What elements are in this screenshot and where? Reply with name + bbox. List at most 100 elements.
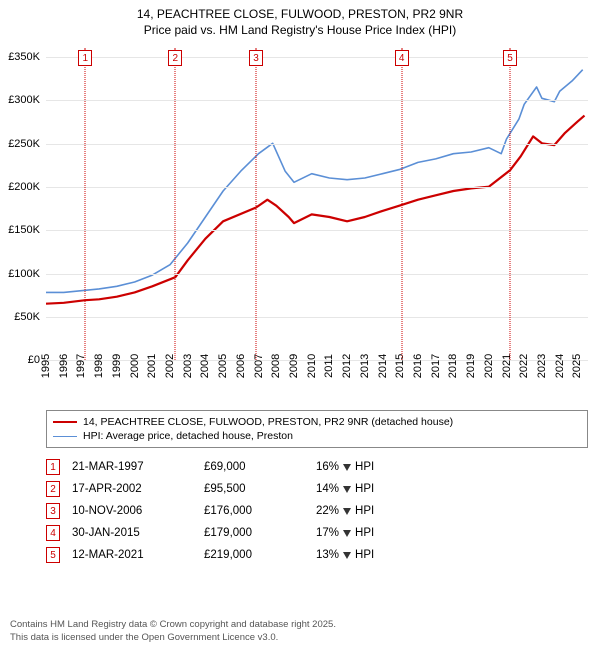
- series-hpi: [46, 70, 583, 293]
- marker-badge: 1: [78, 50, 92, 66]
- chart-area: £0£50K£100K£150K£200K£250K£300K£350K1995…: [4, 40, 592, 408]
- table-diff: 22% HPI: [316, 505, 374, 517]
- y-tick-label: £100K: [8, 268, 40, 280]
- y-tick-label: £200K: [8, 181, 40, 193]
- x-tick-label: 2012: [341, 354, 353, 378]
- y-tick-label: £150K: [8, 224, 40, 236]
- marker-badge: 4: [395, 50, 409, 66]
- x-tick-label: 2019: [465, 354, 477, 378]
- table-marker-badge: 2: [46, 481, 60, 497]
- marker-badge: 2: [168, 50, 182, 66]
- marker-line: [510, 48, 511, 360]
- x-tick-label: 2000: [129, 354, 141, 378]
- transaction-table: 121-MAR-1997£69,00016%HPI217-APR-2002£95…: [46, 456, 588, 566]
- table-row: 2 17-APR-2002 £95,500 14% HPI: [46, 478, 588, 500]
- table-row: 121-MAR-1997£69,00016%HPI: [46, 456, 588, 478]
- table-diff-vs: HPI: [355, 549, 374, 561]
- table-diff: 13% HPI: [316, 549, 374, 561]
- table-diff: 14% HPI: [316, 483, 374, 495]
- table-price: £95,500: [204, 483, 304, 495]
- x-tick-label: 1998: [93, 354, 105, 378]
- grid-line-y: [46, 230, 588, 231]
- y-tick-label: £300K: [8, 94, 40, 106]
- table-marker-badge: 5: [46, 547, 60, 563]
- marker-line: [175, 48, 176, 360]
- table-row: 3 10-NOV-2006 £176,000 22% HPI: [46, 500, 588, 522]
- table-diff: 17% HPI: [316, 527, 374, 539]
- table-date: 10-NOV-2006: [72, 505, 192, 517]
- legend-label: HPI: Average price, detached house, Pres…: [83, 430, 293, 442]
- table-diff-pct: 13%: [316, 549, 339, 561]
- arrow-down-icon: [343, 486, 351, 493]
- table-price: £179,000: [204, 527, 304, 539]
- title-line-2: Price paid vs. HM Land Registry's House …: [10, 22, 590, 38]
- legend-label: 14, PEACHTREE CLOSE, FULWOOD, PRESTON, P…: [83, 416, 453, 428]
- marker-badge: 5: [503, 50, 517, 66]
- x-tick-label: 2024: [554, 354, 566, 378]
- x-tick-label: 2023: [536, 354, 548, 378]
- x-tick-label: 2025: [571, 354, 583, 378]
- footer-attribution: Contains HM Land Registry data © Crown c…: [10, 619, 590, 644]
- x-tick-label: 1995: [40, 354, 52, 378]
- table-diff-vs: HPI: [355, 527, 374, 539]
- x-tick-label: 2009: [288, 354, 300, 378]
- arrow-down-icon: [343, 508, 351, 515]
- grid-line-y: [46, 317, 588, 318]
- x-tick-label: 2020: [483, 354, 495, 378]
- line-series-layer: [46, 48, 588, 360]
- table-price: £69,000: [204, 461, 304, 473]
- arrow-down-icon: [343, 530, 351, 537]
- x-tick-label: 2003: [182, 354, 194, 378]
- table-price: £219,000: [204, 549, 304, 561]
- footer-line-2: This data is licensed under the Open Gov…: [10, 632, 590, 644]
- x-tick-label: 1996: [58, 354, 70, 378]
- x-tick-label: 2001: [146, 354, 158, 378]
- table-diff-pct: 22%: [316, 505, 339, 517]
- x-tick-label: 2007: [253, 354, 265, 378]
- x-tick-label: 2010: [306, 354, 318, 378]
- y-tick-label: £50K: [14, 311, 40, 323]
- table-date: 17-APR-2002: [72, 483, 192, 495]
- grid-line-y: [46, 274, 588, 275]
- x-tick-label: 2008: [270, 354, 282, 378]
- table-row: 430-JAN-2015£179,00017%HPI: [46, 522, 588, 544]
- x-tick-label: 2004: [199, 354, 211, 378]
- grid-line-y: [46, 100, 588, 101]
- x-tick-label: 2005: [217, 354, 229, 378]
- table-diff-pct: 17%: [316, 527, 339, 539]
- legend: 14, PEACHTREE CLOSE, FULWOOD, PRESTON, P…: [46, 410, 588, 448]
- marker-badge: 3: [249, 50, 263, 66]
- table-diff-pct: 16%: [316, 461, 339, 473]
- table-marker-badge: 3: [46, 503, 60, 519]
- chart-container: 14, PEACHTREE CLOSE, FULWOOD, PRESTON, P…: [0, 0, 600, 650]
- title-line-1: 14, PEACHTREE CLOSE, FULWOOD, PRESTON, P…: [10, 6, 590, 22]
- table-diff-vs: HPI: [355, 461, 374, 473]
- x-tick-label: 2011: [323, 355, 335, 379]
- arrow-down-icon: [343, 552, 351, 559]
- table-date: 12-MAR-2021: [72, 549, 192, 561]
- x-tick-label: 2018: [447, 354, 459, 378]
- x-tick-label: 2014: [377, 354, 389, 378]
- table-diff-vs: HPI: [355, 483, 374, 495]
- table-diff-vs: HPI: [355, 505, 374, 517]
- table-diff: 16% HPI: [316, 461, 374, 473]
- plot-region: £0£50K£100K£150K£200K£250K£300K£350K1995…: [46, 48, 588, 360]
- grid-line-y: [46, 144, 588, 145]
- x-tick-label: 2013: [359, 354, 371, 378]
- y-tick-label: £250K: [8, 138, 40, 150]
- x-tick-label: 1999: [111, 354, 123, 378]
- table-row: 5 12-MAR-2021 £219,000 13% HPI: [46, 544, 588, 566]
- footer-line-1: Contains HM Land Registry data © Crown c…: [10, 619, 590, 631]
- table-date: 30-JAN-2015: [72, 527, 192, 539]
- table-marker-badge: 1: [46, 459, 60, 475]
- x-tick-label: 2017: [430, 354, 442, 378]
- legend-row: HPI: Average price, detached house, Pres…: [53, 429, 581, 443]
- x-tick-label: 2022: [518, 354, 530, 378]
- marker-line: [401, 48, 402, 360]
- legend-swatch: [53, 436, 77, 437]
- marker-line: [256, 48, 257, 360]
- x-tick-label: 2021: [501, 354, 513, 378]
- table-price: £176,000: [204, 505, 304, 517]
- marker-line: [85, 48, 86, 360]
- table-diff-pct: 14%: [316, 483, 339, 495]
